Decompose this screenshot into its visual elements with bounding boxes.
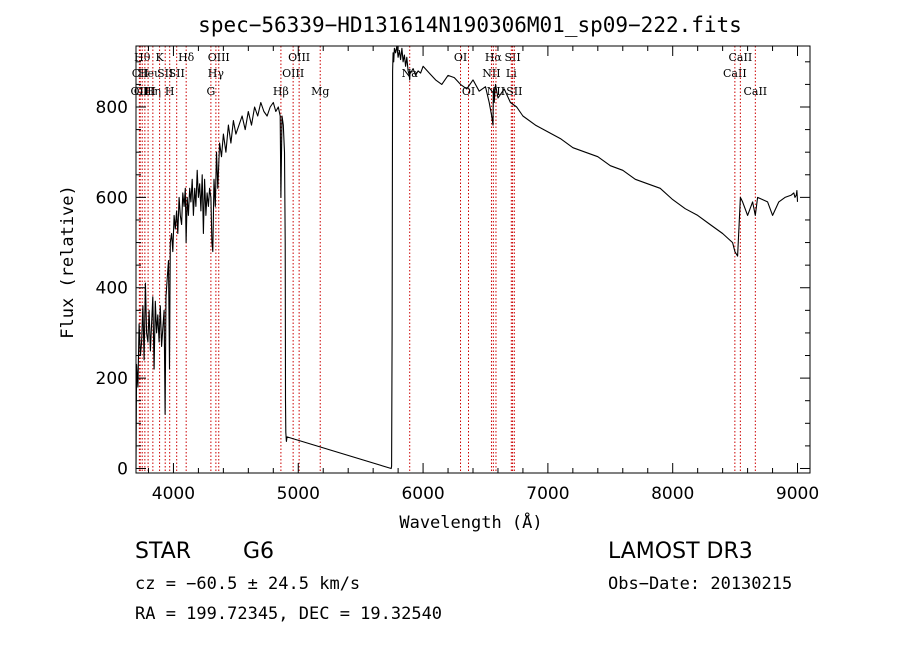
redshift-velocity: cz = −60.5 ± 24.5 km/s bbox=[135, 574, 361, 594]
observation-date: Obs−Date: 20130215 bbox=[608, 574, 793, 594]
line-marker-label: Hα bbox=[485, 51, 503, 64]
line-marker-label: OIII bbox=[282, 67, 304, 80]
line-marker-label: Li bbox=[506, 67, 517, 80]
line-marker-label: H bbox=[165, 85, 175, 98]
x-tick-label: 9000 bbox=[776, 484, 819, 504]
chart-title: spec−56339−HD131614N190306M01_sp09−222.f… bbox=[198, 13, 742, 37]
line-marker-label: SII bbox=[504, 51, 520, 64]
y-axis: 0 200 400 600 800 bbox=[96, 61, 810, 479]
line-marker-label: Mg bbox=[311, 85, 329, 98]
line-marker-label: NII bbox=[482, 67, 500, 80]
line-marker-label: OIII bbox=[288, 51, 310, 64]
object-subclass: G6 bbox=[243, 539, 275, 564]
object-class: STAR bbox=[135, 539, 192, 564]
sky-coordinates: RA = 199.72345, DEC = 19.32540 bbox=[135, 604, 443, 624]
series-layer bbox=[135, 45, 799, 470]
line-marker-label: OI bbox=[454, 51, 467, 64]
line-marker-label: OIII bbox=[208, 51, 230, 64]
line-marker-label: Hδ bbox=[178, 51, 195, 64]
line-marker-label: CaII bbox=[729, 51, 753, 64]
line-marker-label: SII bbox=[157, 67, 173, 80]
line-marker-label: Hη bbox=[145, 85, 161, 98]
y-axis-label: Flux (relative) bbox=[58, 185, 78, 339]
line-marker-label: Hθ bbox=[134, 51, 151, 64]
y-tick-label: 0 bbox=[117, 459, 128, 479]
line-markers: OIICIIHθOIIIHeιHηKSIIHSIIHδGHγOIIIHβOIII… bbox=[131, 46, 767, 473]
y-tick-label: 600 bbox=[96, 188, 128, 208]
line-marker-label: CaII bbox=[723, 67, 747, 80]
y-tick-label: 400 bbox=[96, 279, 128, 299]
x-tick-label: 6000 bbox=[401, 484, 444, 504]
line-marker-label: OIII bbox=[134, 85, 156, 98]
line-marker-label: Hγ bbox=[208, 67, 225, 80]
x-tick-label: 5000 bbox=[277, 484, 320, 504]
x-tick-label: 8000 bbox=[651, 484, 694, 504]
survey-name: LAMOST DR3 bbox=[608, 539, 753, 564]
x-tick-label: 7000 bbox=[526, 484, 569, 504]
line-marker-label: SII bbox=[506, 85, 522, 98]
line-marker-label: Hβ bbox=[273, 85, 289, 98]
line-marker-label: CaII bbox=[743, 85, 767, 98]
line-marker-label: OII bbox=[131, 85, 149, 98]
y-tick-label: 200 bbox=[96, 369, 128, 389]
line-marker-label: SII bbox=[169, 67, 185, 80]
y-tick-label: 800 bbox=[96, 98, 128, 118]
x-axis: 4000 5000 6000 7000 8000 9000 bbox=[147, 46, 819, 504]
line-marker-label: G bbox=[206, 85, 215, 98]
x-axis-label: Wavelength (Å) bbox=[399, 511, 542, 533]
plot-frame bbox=[135, 45, 811, 474]
line-marker-label: Heι bbox=[138, 67, 158, 80]
x-tick-label: 4000 bbox=[152, 484, 195, 504]
spectrum-series-line bbox=[135, 45, 799, 470]
line-marker-label: K bbox=[155, 51, 164, 64]
